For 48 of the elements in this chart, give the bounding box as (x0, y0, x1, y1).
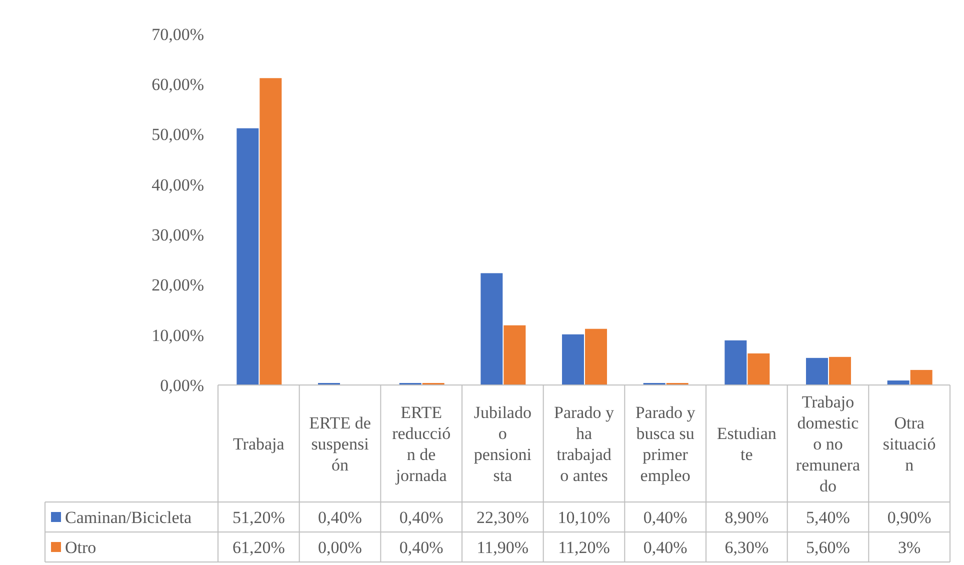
data-label: 8,90% (724, 508, 769, 527)
x-tick-label: ERTE reducción de jornada (392, 402, 451, 485)
data-label: 6,30% (724, 538, 769, 557)
data-label: 3% (898, 538, 921, 557)
x-tick-label: Trabaja (233, 434, 285, 454)
bar (480, 273, 503, 385)
data-label: 61,20% (232, 538, 285, 557)
data-label: 10,10% (558, 508, 610, 527)
bar (504, 325, 526, 385)
y-tick-label: 30,00% (152, 226, 204, 245)
data-label: 0,90% (887, 508, 932, 527)
y-tick-label: 40,00% (152, 175, 204, 194)
data-label: 0,40% (399, 538, 444, 557)
bar (748, 353, 770, 385)
data-label: 0,00% (318, 538, 362, 557)
y-tick-label: 0,00% (160, 376, 204, 395)
y-tick-label: 10,00% (152, 326, 204, 345)
y-tick-label: 20,00% (152, 276, 204, 295)
legend-label: Caminan/Bicicleta (65, 508, 192, 527)
data-label: 5,40% (806, 508, 850, 527)
data-label: 22,30% (476, 508, 529, 527)
bar (910, 370, 932, 385)
x-tick-label: Parado y busca su primer empleo (635, 402, 696, 485)
data-label: 11,90% (476, 538, 529, 557)
bar (585, 328, 607, 385)
y-tick-label: 70,00% (152, 24, 204, 44)
data-label: 0,40% (643, 538, 688, 557)
legend-label: Otro (65, 538, 96, 557)
data-label: 51,20% (232, 508, 285, 527)
data-label: 11,20% (558, 538, 610, 557)
bar (806, 358, 828, 385)
data-label: 5,60% (806, 538, 850, 557)
bar (562, 334, 584, 385)
x-tick-label: Parado y ha trabajado antes (554, 402, 614, 485)
x-tick-label: Estudiante (716, 424, 777, 464)
bar (724, 340, 747, 385)
data-label: 0,40% (318, 508, 362, 527)
y-tick-label: 60,00% (152, 75, 204, 94)
data-label: 0,40% (643, 508, 688, 527)
x-tick-label: Trabajo domestico no remunerado (796, 392, 861, 496)
bar (236, 128, 259, 385)
data-label: 0,40% (399, 508, 444, 527)
x-tick-label: Otra situación (882, 413, 936, 474)
x-tick-label: ERTE de suspensión (309, 413, 371, 474)
bar (829, 356, 851, 385)
y-tick-label: 50,00% (152, 125, 204, 144)
x-tick-label: Jubilado o pensionista (474, 402, 532, 485)
bar (260, 78, 282, 385)
